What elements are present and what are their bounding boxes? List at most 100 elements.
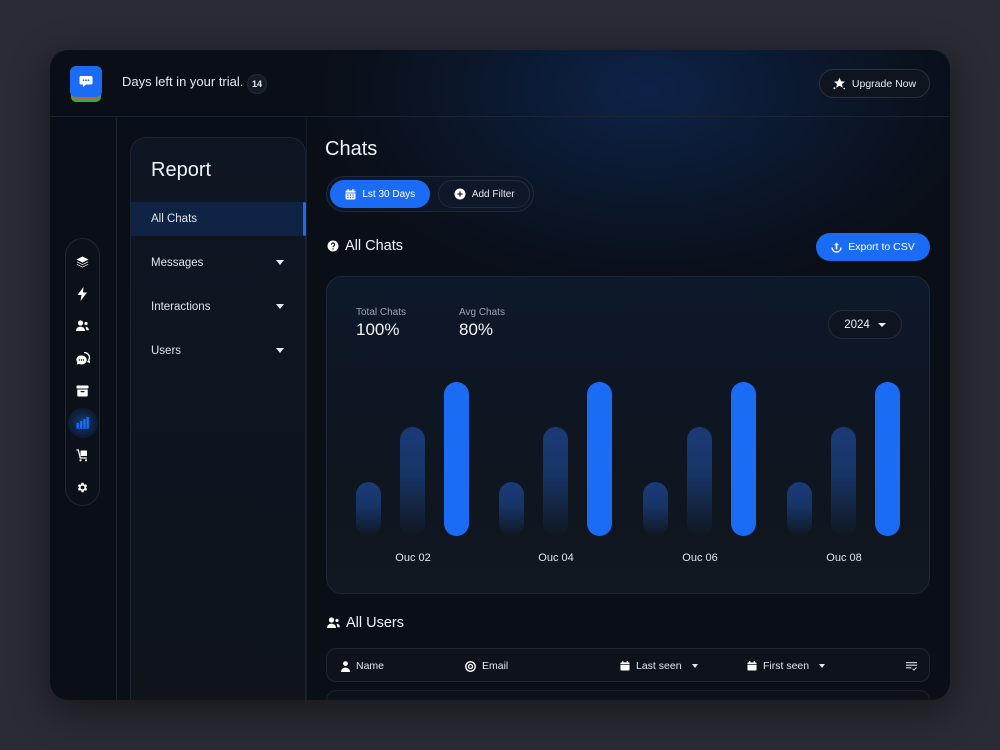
column-label: Email xyxy=(482,660,509,672)
report-item-all-chats[interactable]: All Chats xyxy=(131,202,306,236)
export-csv-label: Export to CSV xyxy=(848,241,915,253)
gear-icon xyxy=(77,482,88,493)
chart-bar[interactable] xyxy=(587,382,612,536)
chevron-down-icon xyxy=(276,260,284,265)
rail-item-commerce[interactable] xyxy=(68,441,98,471)
rail-item-archive[interactable] xyxy=(68,376,98,406)
rail-item-settings[interactable] xyxy=(68,473,98,503)
rail-divider xyxy=(116,118,117,700)
add-filter-button[interactable]: Add Filter xyxy=(438,180,530,208)
rail-item-contacts[interactable] xyxy=(68,312,98,342)
chevron-down-icon xyxy=(276,304,284,309)
report-item-label: Users xyxy=(151,345,182,357)
top-header: Days left in your trial. 14 Upgrade Now xyxy=(50,50,950,117)
chart-bar[interactable] xyxy=(831,427,856,536)
x-axis-label: Ouc 02 xyxy=(395,552,431,564)
all-chats-heading: All Chats xyxy=(327,238,403,254)
chevron-down-icon xyxy=(691,664,698,668)
chart-bar[interactable] xyxy=(731,382,756,536)
column-name[interactable]: Name xyxy=(341,649,384,683)
chevron-down-icon xyxy=(877,322,886,327)
app-window: Days left in your trial. 14 Upgrade Now xyxy=(50,50,950,700)
anchor-upload-icon xyxy=(831,242,842,253)
column-settings-button[interactable] xyxy=(906,649,917,683)
x-axis-label: Ouc 06 xyxy=(682,552,718,564)
cart-icon xyxy=(76,449,88,462)
filter-bar: Lst 30 Days Add Filter xyxy=(326,176,534,212)
help-circle-icon xyxy=(327,240,339,252)
star-sparkle-icon xyxy=(833,77,845,90)
date-range-filter[interactable]: Lst 30 Days xyxy=(330,180,431,208)
panel-divider xyxy=(306,118,307,700)
column-label: First seen xyxy=(763,660,810,672)
column-first-seen[interactable]: First seen xyxy=(747,649,826,683)
chart-bar[interactable] xyxy=(444,382,469,536)
page-title: Chats xyxy=(325,138,378,160)
bar-chart: Ouc 02 Ouc 04 Ouc 06 Ouc 08 xyxy=(327,277,931,595)
bar-chart-icon xyxy=(76,417,89,430)
all-users-heading: All Users xyxy=(327,615,404,631)
chart-bar[interactable] xyxy=(875,382,900,536)
year-select-value: 2024 xyxy=(844,318,870,331)
calendar-icon xyxy=(620,661,630,671)
stat-label: Total Chats xyxy=(356,307,407,318)
column-last-seen[interactable]: Last seen xyxy=(620,649,698,683)
rail-item-conversations[interactable] xyxy=(68,344,98,374)
table-row[interactable] xyxy=(326,690,930,700)
calendar-icon xyxy=(345,188,356,199)
list-check-icon xyxy=(906,661,917,671)
stat-avg-chats: Avg Chats 80% xyxy=(459,307,505,340)
plus-circle-icon xyxy=(454,188,466,200)
users-icon xyxy=(76,320,89,332)
report-title: Report xyxy=(151,159,212,181)
report-sidebar: Report All Chats Messages Interactions U… xyxy=(130,137,306,700)
icon-rail xyxy=(65,238,100,506)
upgrade-now-label: Upgrade Now xyxy=(851,77,917,90)
all-users-title: All Users xyxy=(346,615,405,631)
chats-chart-card: Total Chats 100% Avg Chats 80% 2024 Ouc … xyxy=(326,276,930,594)
rail-item-layers[interactable] xyxy=(68,247,98,277)
chart-bar[interactable] xyxy=(643,482,668,536)
app-logo[interactable] xyxy=(70,66,102,102)
report-item-users[interactable]: Users xyxy=(131,334,306,368)
column-email[interactable]: Email xyxy=(465,649,508,683)
chevron-down-icon xyxy=(819,664,826,668)
column-label: Name xyxy=(356,660,385,672)
stat-value: 100% xyxy=(356,320,400,339)
chart-bar[interactable] xyxy=(356,482,381,536)
report-item-label: Interactions xyxy=(151,301,211,313)
rail-item-automation[interactable] xyxy=(68,279,98,309)
stat-value: 80% xyxy=(459,320,494,339)
trial-days-badge: 14 xyxy=(247,74,267,94)
users-icon xyxy=(327,617,340,628)
chevron-down-icon xyxy=(276,348,284,353)
report-item-interactions[interactable]: Interactions xyxy=(131,290,306,324)
report-item-messages[interactable]: Messages xyxy=(131,246,306,280)
date-range-label: Lst 30 Days xyxy=(362,188,416,200)
upgrade-now-button[interactable]: Upgrade Now xyxy=(819,69,930,98)
rail-item-reports[interactable] xyxy=(67,408,98,438)
at-sign-icon xyxy=(465,660,476,672)
trial-text: Days left in your trial. xyxy=(122,74,244,89)
chats-icon xyxy=(75,352,90,365)
stat-label: Avg Chats xyxy=(459,307,505,318)
user-icon xyxy=(341,660,350,672)
archive-icon xyxy=(76,385,89,397)
x-axis-label: Ouc 04 xyxy=(538,552,574,564)
report-item-label: Messages xyxy=(151,257,204,269)
chart-bar[interactable] xyxy=(787,482,812,536)
calendar-icon xyxy=(747,661,757,671)
year-select[interactable]: 2024 xyxy=(828,310,902,339)
add-filter-label: Add Filter xyxy=(471,188,515,200)
all-chats-title: All Chats xyxy=(345,238,404,254)
chart-bar[interactable] xyxy=(400,427,425,536)
export-csv-button[interactable]: Export to CSV xyxy=(816,233,930,261)
chat-bubble-icon xyxy=(79,76,93,87)
chart-bar[interactable] xyxy=(543,427,568,536)
layers-icon xyxy=(76,256,89,268)
chart-bar[interactable] xyxy=(499,482,524,536)
lightning-icon xyxy=(77,287,87,302)
column-label: Last seen xyxy=(636,660,682,672)
chart-bar[interactable] xyxy=(687,427,712,536)
x-axis-label: Ouc 08 xyxy=(826,552,862,564)
